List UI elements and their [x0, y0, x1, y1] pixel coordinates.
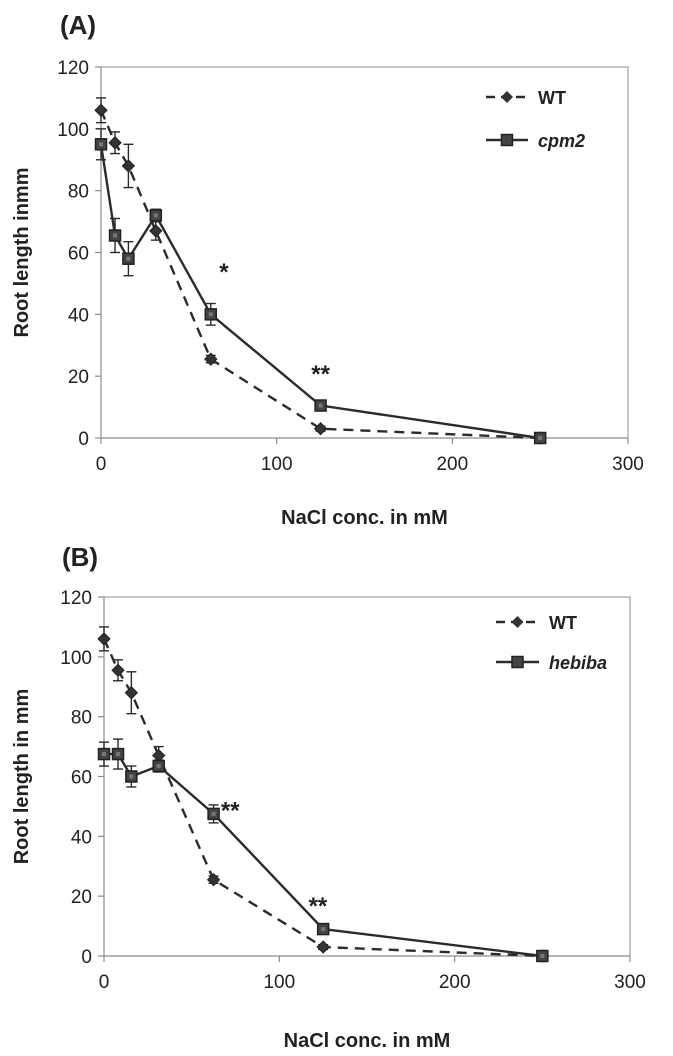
- legend-label: WT: [538, 88, 566, 108]
- y-tick-label: 60: [71, 768, 92, 789]
- data-point-square-inner: [113, 233, 118, 238]
- data-point-square-inner: [116, 752, 121, 757]
- data-point-square-inner: [126, 256, 131, 261]
- data-point-diamond: [124, 686, 139, 700]
- series-cpm2: [94, 128, 547, 445]
- legend-entry-wt: WT: [486, 88, 566, 108]
- x-tick-label: 100: [261, 454, 293, 475]
- y-tick-label: 80: [68, 182, 89, 203]
- x-tick-label: 200: [436, 454, 468, 475]
- legend-marker-diamond: [511, 616, 524, 628]
- legend-marker-square: [511, 655, 524, 669]
- y-tick-label: 0: [81, 947, 92, 968]
- data-point-square-inner: [318, 403, 323, 408]
- y-tick-label: 40: [71, 827, 92, 848]
- y-tick-label: 100: [60, 648, 92, 669]
- y-tick-label: 20: [71, 887, 92, 908]
- y-tick-label: 100: [57, 120, 89, 141]
- series-line: [99, 109, 541, 440]
- panel-label: (A): [60, 10, 96, 40]
- data-point-square-inner: [102, 752, 106, 757]
- significance-annotation: **: [309, 893, 328, 920]
- y-tick-label: 20: [68, 367, 89, 388]
- x-axis-title: NaCl conc. in mM: [281, 507, 448, 529]
- data-point-diamond: [204, 352, 218, 366]
- data-point-square-inner: [321, 927, 326, 932]
- series-wt: [97, 626, 550, 963]
- data-point-diamond: [316, 940, 330, 954]
- y-axis-title: Root length inmm: [11, 168, 33, 338]
- x-tick-label: 0: [99, 972, 110, 993]
- data-point-square-inner: [153, 213, 158, 218]
- data-point-diamond: [97, 632, 111, 646]
- x-tick-label: 300: [614, 972, 646, 993]
- y-tick-label: 80: [71, 708, 92, 729]
- data-point-diamond: [121, 159, 136, 173]
- legend-entry-wt: WT: [496, 613, 577, 633]
- series-hebiba: [97, 738, 549, 963]
- data-point-square-inner: [540, 954, 545, 958]
- legend-label: cpm2: [538, 131, 585, 151]
- plot-area: [103, 596, 631, 957]
- y-tick-label: 60: [68, 244, 89, 265]
- y-tick-label: 120: [60, 588, 92, 609]
- x-tick-label: 200: [439, 972, 471, 993]
- data-point-square-inner: [208, 312, 213, 317]
- panel-label: (B): [62, 542, 98, 572]
- significance-annotation: **: [311, 361, 330, 388]
- y-tick-label: 0: [78, 429, 89, 450]
- data-point-square-inner: [211, 811, 216, 816]
- chart-panel-b: (B) 0 20 40 60 80 100 120 0 100 200 300 NaCl conc. i…: [11, 542, 646, 1052]
- chart-panel-a: (A) 0 20 40 60 80 100 120 0 100 200 300 NaCl conc. i…: [11, 10, 644, 529]
- y-tick-label: 40: [68, 305, 89, 326]
- data-point-square-inner: [129, 774, 134, 779]
- legend-marker-square: [500, 133, 514, 147]
- x-tick-label: 0: [96, 454, 107, 475]
- significance-annotation: *: [219, 259, 229, 286]
- series-line: [99, 144, 541, 440]
- data-point-diamond: [94, 103, 108, 117]
- data-point-square-inner: [538, 436, 543, 440]
- plot-area: [100, 66, 629, 439]
- legend-marker-diamond: [501, 91, 513, 103]
- y-tick-label: 120: [57, 58, 89, 79]
- legend-entry-hebiba: hebiba: [496, 653, 607, 673]
- data-point-diamond: [149, 224, 163, 238]
- data-point-square-inner: [156, 764, 161, 769]
- legend-label: hebiba: [549, 653, 607, 673]
- data-point-square-inner: [99, 142, 103, 147]
- data-point-diamond: [206, 873, 221, 887]
- x-tick-label: 300: [612, 454, 644, 475]
- y-axis-title: Root length in mm: [11, 689, 33, 865]
- significance-annotation: **: [221, 797, 240, 824]
- data-point-diamond: [313, 422, 328, 436]
- legend-entry-cpm2: cpm2: [486, 131, 585, 151]
- data-point-diamond: [111, 663, 125, 678]
- x-tick-label: 100: [263, 972, 295, 993]
- x-axis-title: NaCl conc. in mM: [284, 1030, 451, 1052]
- data-point-diamond: [108, 136, 122, 150]
- legend-label: WT: [549, 613, 577, 633]
- series-wt: [94, 97, 547, 445]
